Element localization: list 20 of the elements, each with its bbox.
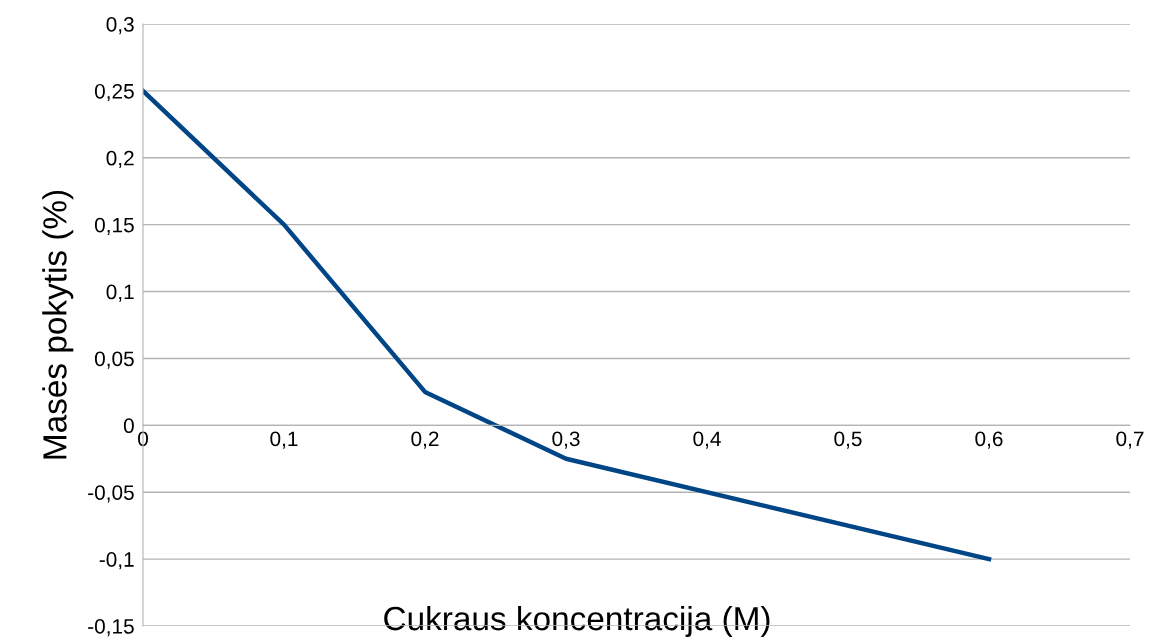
y-tick-label: -0,15 [88, 619, 134, 637]
x-tick-label: 0,4 [693, 431, 721, 449]
x-tick-label: 0,7 [1116, 431, 1144, 449]
y-tick-label: 0 [123, 418, 134, 434]
x-tick-label: 0,6 [975, 431, 1003, 449]
x-axis-title: Cukraus koncentracija (M) [384, 605, 770, 637]
y-tick-label: 0,15 [94, 217, 134, 235]
y-tick-label: 0,05 [94, 351, 134, 369]
x-tick-label: 0,5 [834, 431, 862, 449]
x-tick-label: 0 [138, 431, 148, 447]
y-tick-label: 0,2 [106, 150, 134, 168]
y-axis-title: Masės pokytis (%) [42, 190, 74, 459]
y-tick-label: 0,25 [94, 83, 134, 102]
x-tick-label: 0,2 [411, 431, 439, 449]
y-tick-label: -0,05 [88, 485, 134, 503]
y-tick-label: -0,1 [99, 552, 134, 570]
y-tick-label: 0,3 [106, 17, 134, 35]
y-tick-label: 0,1 [106, 284, 134, 302]
x-tick-label: 0,1 [270, 431, 298, 449]
x-tick-label: 0,3 [552, 431, 580, 449]
